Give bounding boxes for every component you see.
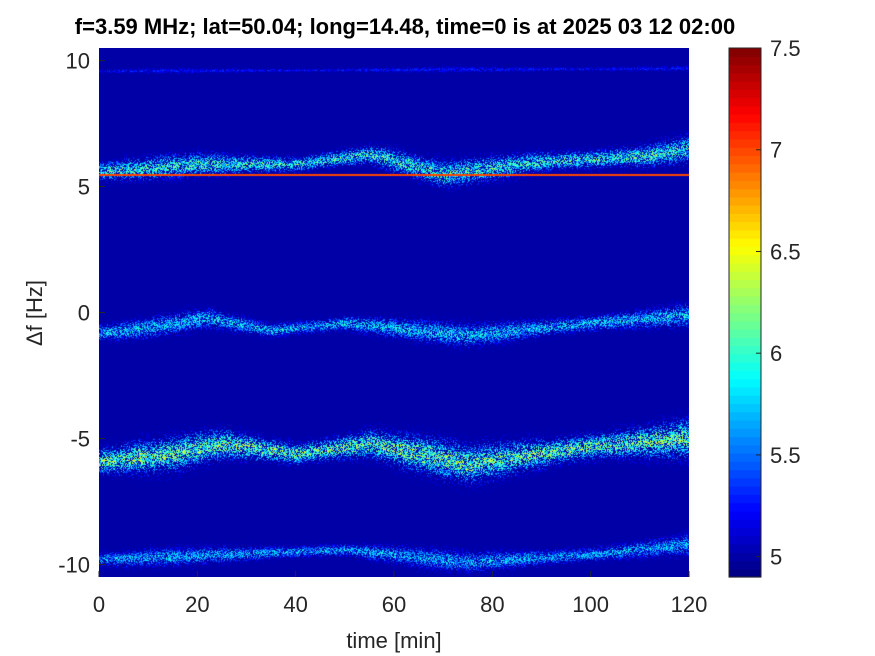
colorbar-tick-label: 5 [770, 545, 782, 570]
colorbar-tick-label: 7.5 [770, 36, 801, 61]
colorbar-segment [729, 370, 761, 380]
colorbar-segment [729, 428, 761, 438]
colorbar-segment [729, 196, 761, 206]
colorbar-segment [729, 229, 761, 239]
colorbar-segment [729, 419, 761, 429]
colorbar-segment [729, 337, 761, 347]
colorbar-segment [729, 130, 761, 140]
colorbar-segment [729, 444, 761, 454]
colorbar-segment [729, 155, 761, 165]
colorbar-segment [729, 527, 761, 537]
colorbar-segment [729, 188, 761, 198]
heatmap-plot-area [99, 48, 689, 577]
colorbar-segment [729, 395, 761, 405]
colorbar-segment [729, 138, 761, 148]
colorbar-segment [729, 461, 761, 471]
x-axis-ticks: 0 20 40 60 80 100 120 [93, 571, 707, 617]
colorbar-frame [728, 47, 762, 578]
chart-title: f=3.59 MHz; lat=50.04; long=14.48, time=… [74, 14, 736, 39]
colorbar-segment [729, 262, 761, 272]
colorbar-tick-label: 7 [770, 138, 782, 163]
colorbar-segment [729, 543, 761, 553]
colorbar-segment [729, 312, 761, 322]
colorbar-segment [729, 362, 761, 371]
colorbar-segment [729, 469, 761, 479]
colorbar-segment [729, 89, 761, 99]
colorbar-segment [729, 246, 761, 256]
colorbar-tick-label: 6.5 [770, 239, 801, 264]
colorbar-segment [729, 353, 761, 363]
colorbar-segment [729, 378, 761, 388]
colorbar-segment [729, 345, 761, 355]
colorbar-segment [729, 486, 761, 495]
colorbar-segment [729, 254, 761, 264]
colorbar-segment [729, 271, 761, 281]
colorbar-segment [729, 295, 761, 305]
y-tick-label: 0 [78, 301, 90, 326]
colorbar-segment [729, 171, 761, 181]
colorbar-segment [729, 436, 761, 446]
colorbar [728, 47, 762, 578]
x-tick-label: 0 [93, 592, 105, 617]
colorbar-segment [729, 205, 761, 214]
colorbar-segment [729, 568, 761, 578]
colorbar-segment [729, 535, 761, 545]
colorbar-segment [729, 386, 761, 396]
x-tick-label: 40 [283, 592, 307, 617]
colorbar-segment [729, 221, 761, 231]
y-tick-label: -5 [70, 426, 90, 451]
y-tick-label: 5 [78, 175, 90, 200]
colorbar-segment [729, 519, 761, 529]
colorbar-ticks: 7.5 7 6.5 6 5.5 5 [756, 36, 801, 570]
y-tick-label: 10 [66, 49, 90, 74]
colorbar-segment [729, 64, 761, 74]
colorbar-segment [729, 279, 761, 289]
heatmap-image [99, 48, 689, 577]
x-tick-label: 20 [185, 592, 209, 617]
colorbar-segment [729, 403, 761, 413]
colorbar-segment [729, 510, 761, 520]
colorbar-segment [729, 163, 761, 173]
colorbar-segment [729, 453, 761, 462]
x-tick-label: 100 [572, 592, 609, 617]
colorbar-segment [729, 552, 761, 562]
colorbar-segment [729, 477, 761, 487]
colorbar-segment [729, 329, 761, 338]
colorbar-segment [729, 56, 761, 66]
colorbar-segment [729, 304, 761, 314]
colorbar-segment [729, 238, 761, 247]
colorbar-segment [729, 180, 761, 190]
colorbar-segment [729, 411, 761, 421]
colorbar-tick-label: 5.5 [770, 443, 801, 468]
y-tick-label: -10 [58, 552, 90, 577]
x-tick-label: 80 [480, 592, 504, 617]
colorbar-segment [729, 105, 761, 115]
colorbar-segment [729, 287, 761, 297]
colorbar-segment [729, 494, 761, 504]
colorbar-segment [729, 320, 761, 330]
x-tick-label: 120 [671, 592, 708, 617]
colorbar-segment [729, 147, 761, 157]
colorbar-segment [729, 114, 761, 123]
colorbar-segment [729, 81, 761, 90]
colorbar-segment [729, 122, 761, 132]
y-axis-ticks: 10 5 0 -5 -10 [58, 49, 105, 577]
colorbar-segment [729, 48, 761, 57]
colorbar-segment [729, 213, 761, 223]
x-tick-label: 60 [382, 592, 406, 617]
colorbar-segment [729, 560, 761, 570]
colorbar-segment [729, 97, 761, 107]
x-axis-label: time [min] [346, 628, 441, 653]
colorbar-tick-label: 6 [770, 341, 782, 366]
colorbar-segment [729, 502, 761, 512]
colorbar-segment [729, 72, 761, 82]
y-axis-label: Δf [Hz] [22, 280, 47, 346]
